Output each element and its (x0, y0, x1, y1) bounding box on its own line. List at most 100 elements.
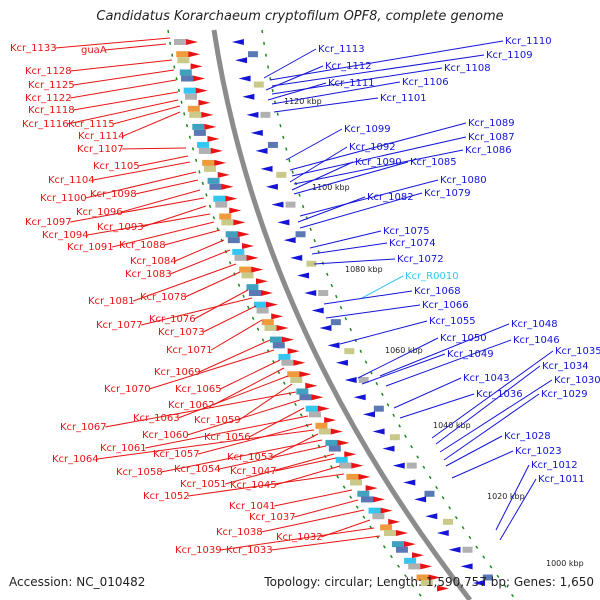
gene-label-left[interactable]: Kcr_1038 (216, 527, 263, 538)
gene-label-left[interactable]: Kcr_1045 (230, 480, 277, 491)
gene-label-left[interactable]: Kcr_1118 (28, 105, 75, 116)
gene-label-left[interactable]: Kcr_1133 (10, 43, 57, 54)
gene-label-right[interactable]: Kcr_1029 (541, 389, 588, 400)
gene-label-right[interactable]: Kcr_1011 (538, 474, 585, 485)
gene-label-left[interactable]: Kcr_1078 (140, 292, 187, 303)
rna-label[interactable]: Kcr_R0010 (405, 271, 459, 282)
gene-label-left[interactable]: Kcr_1088 (119, 240, 166, 251)
gene-label-left[interactable]: Kcr_1051 (180, 479, 227, 490)
gene-arrow-right-strand (304, 290, 317, 297)
gene-label-left[interactable]: Kcr_1039 (175, 545, 222, 556)
gene-label-left[interactable]: Kcr_1062 (168, 400, 215, 411)
gene-arrow-left-strand (210, 147, 223, 154)
gene-label-left[interactable]: Kcr_1047 (230, 466, 277, 477)
gene-label-left[interactable]: Kcr_1071 (166, 345, 213, 356)
gene-label-right[interactable]: Kcr_1101 (380, 93, 427, 104)
gene-label-right[interactable]: Kcr_1111 (328, 78, 375, 89)
gene-label-left[interactable]: Kcr_1054 (174, 464, 221, 475)
gene-label-left[interactable]: Kcr_1059 (194, 415, 241, 426)
gene-label-right[interactable]: Kcr_1030 (554, 375, 600, 386)
gene-block (404, 557, 417, 564)
gene-label-right[interactable]: Kcr_1028 (504, 431, 551, 442)
gene-label-right[interactable]: Kcr_1050 (440, 333, 487, 344)
gene-block (189, 111, 202, 118)
gene-label-left[interactable]: Kcr_1091 (67, 242, 114, 253)
gene-label-left[interactable]: Kcr_1053 (227, 452, 274, 463)
gene-label-left[interactable]: Kcr_1064 (52, 454, 99, 465)
gene-label-right[interactable]: Kcr_1106 (402, 77, 449, 88)
gene-label-right[interactable]: Kcr_1110 (505, 36, 552, 47)
gene-label-left[interactable]: Kcr_1104 (48, 175, 95, 186)
gene-label-left[interactable]: Kcr_1100 (40, 193, 87, 204)
gene-block (285, 201, 296, 208)
gene-label-right[interactable]: Kcr_1034 (542, 361, 589, 372)
gene-label-left[interactable]: Kcr_1114 (78, 131, 125, 142)
gene-label-right[interactable]: Kcr_1113 (318, 44, 365, 55)
gene-label-left[interactable]: Kcr_1052 (143, 491, 190, 502)
gene-label-right[interactable]: Kcr_1112 (325, 61, 372, 72)
gene-label-right[interactable]: Kcr_1108 (444, 63, 491, 74)
gene-label-right[interactable]: Kcr_1036 (476, 389, 523, 400)
gene-label-left[interactable]: Kcr_1097 (25, 217, 72, 228)
leader-line (133, 263, 237, 302)
gene-label-right[interactable]: Kcr_1080 (440, 175, 487, 186)
gene-label-right[interactable]: Kcr_1085 (410, 157, 457, 168)
gene-label-right[interactable]: Kcr_1049 (447, 349, 494, 360)
gene-label-left[interactable]: Kcr_1057 (153, 449, 200, 460)
gene-label-right[interactable]: Kcr_1066 (422, 300, 469, 311)
gene-arrow-left-strand (188, 51, 201, 58)
gene-label-left[interactable]: Kcr_1116 (22, 119, 69, 130)
gene-label-right[interactable]: Kcr_1068 (414, 286, 461, 297)
gene-label-left[interactable]: Kcr_1032 (276, 532, 323, 543)
gene-label-right[interactable]: Kcr_1035 (555, 346, 600, 357)
gene-label-left[interactable]: Kcr_1105 (93, 161, 140, 172)
gene-label-left[interactable]: Kcr_1115 (68, 119, 115, 130)
gene-label-right[interactable]: Kcr_1099 (344, 124, 391, 135)
gene-label-left[interactable]: Kcr_1067 (60, 422, 107, 433)
gene-label-left[interactable]: Kcr_1056 (204, 432, 251, 443)
gene-label-left[interactable]: Kcr_1033 (226, 545, 273, 556)
gene-label-right[interactable]: Kcr_1086 (465, 145, 512, 156)
gene-label-right[interactable]: Kcr_1012 (531, 460, 578, 471)
gene-label-left[interactable]: Kcr_1069 (154, 367, 201, 378)
gene-label-left[interactable]: guaA (81, 45, 107, 56)
gene-label-right[interactable]: Kcr_1109 (486, 50, 533, 61)
gene-label-right[interactable]: Kcr_1079 (424, 188, 471, 199)
gene-label-left[interactable]: Kcr_1083 (125, 269, 172, 280)
gene-label-left[interactable]: Kcr_1107 (77, 144, 124, 155)
gene-label-left[interactable]: Kcr_1128 (25, 66, 72, 77)
gene-label-right[interactable]: Kcr_1092 (349, 142, 396, 153)
gene-label-left[interactable]: Kcr_1077 (96, 320, 143, 331)
gene-label-right[interactable]: Kcr_1072 (397, 254, 444, 265)
gene-label-left[interactable]: Kcr_1041 (229, 501, 276, 512)
gene-label-right[interactable]: Kcr_1075 (383, 226, 430, 237)
gene-label-left[interactable]: Kcr_1094 (42, 230, 89, 241)
gene-label-left[interactable]: Kcr_1073 (158, 327, 205, 338)
gene-label-right[interactable]: Kcr_1048 (511, 319, 558, 330)
gene-label-right[interactable]: Kcr_1043 (463, 373, 510, 384)
gene-label-left[interactable]: Kcr_1084 (130, 256, 177, 267)
gene-label-right[interactable]: Kcr_1046 (513, 335, 560, 346)
gene-label-left[interactable]: Kcr_1098 (90, 189, 137, 200)
gene-label-left[interactable]: Kcr_1096 (76, 207, 123, 218)
gene-label-left[interactable]: Kcr_1063 (133, 413, 180, 424)
gene-label-right[interactable]: Kcr_1082 (367, 192, 414, 203)
gene-label-right[interactable]: Kcr_1087 (468, 132, 515, 143)
gene-label-left[interactable]: Kcr_1060 (142, 430, 189, 441)
gene-label-left[interactable]: Kcr_1061 (100, 443, 147, 454)
gene-label-left[interactable]: Kcr_1093 (97, 222, 144, 233)
gene-arrow-right-strand (362, 411, 375, 418)
gene-label-right[interactable]: Kcr_1074 (389, 238, 436, 249)
gene-label-left[interactable]: Kcr_1125 (28, 80, 75, 91)
gene-label-left[interactable]: Kcr_1037 (249, 512, 296, 523)
gene-label-right[interactable]: Kcr_1055 (429, 316, 476, 327)
gene-label-right[interactable]: Kcr_1089 (468, 118, 515, 129)
gene-label-left[interactable]: Kcr_1122 (25, 93, 72, 104)
gene-label-left[interactable]: Kcr_1076 (149, 314, 196, 325)
gene-label-left[interactable]: Kcr_1081 (88, 296, 135, 307)
gene-label-left[interactable]: Kcr_1058 (116, 467, 163, 478)
gene-label-left[interactable]: Kcr_1065 (175, 384, 222, 395)
gene-label-left[interactable]: Kcr_1070 (104, 384, 151, 395)
gene-label-right[interactable]: Kcr_1090 (355, 157, 402, 168)
gene-label-right[interactable]: Kcr_1023 (515, 446, 562, 457)
